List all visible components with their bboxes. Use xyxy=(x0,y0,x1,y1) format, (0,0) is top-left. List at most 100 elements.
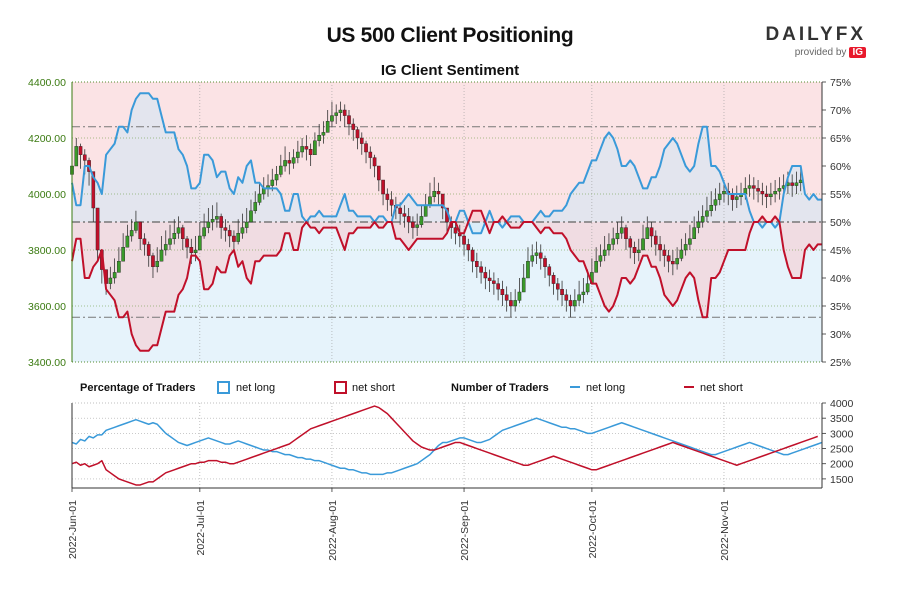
candle xyxy=(645,227,650,240)
date-tick-label: 2022-Oct-01 xyxy=(587,500,599,559)
candle xyxy=(163,244,168,251)
candle xyxy=(270,179,275,186)
candle xyxy=(769,193,773,197)
candle xyxy=(487,277,492,281)
candle xyxy=(764,193,769,197)
pct-tick-label: 35% xyxy=(830,301,851,313)
candle xyxy=(475,261,479,268)
candle xyxy=(206,221,211,228)
candle xyxy=(257,193,262,203)
candle xyxy=(773,190,777,195)
candle xyxy=(436,190,441,195)
candle xyxy=(283,160,287,167)
count-tick-label: 2000 xyxy=(830,459,854,471)
candle xyxy=(338,109,343,113)
candle xyxy=(117,261,121,273)
candle xyxy=(112,272,117,279)
candle xyxy=(300,146,304,153)
candle xyxy=(713,199,718,206)
candle xyxy=(432,190,437,197)
date-tick-label: 2022-Aug-01 xyxy=(327,500,339,561)
pct-tick-label: 65% xyxy=(830,133,851,145)
candle xyxy=(364,143,368,153)
pct-tick-label: 60% xyxy=(830,161,851,173)
candle xyxy=(398,207,402,214)
price-tick-label: 3600.00 xyxy=(28,301,66,313)
legend-pct-short-swatch xyxy=(334,381,347,394)
candle xyxy=(602,249,607,256)
legend-pct-long-label: net long xyxy=(236,382,275,394)
candle xyxy=(717,193,722,200)
candle xyxy=(526,261,530,279)
candle xyxy=(534,252,539,256)
candle xyxy=(564,294,569,301)
candle xyxy=(577,294,581,301)
candle xyxy=(649,227,654,237)
candle xyxy=(440,193,445,209)
percentage-lines xyxy=(71,92,823,486)
candle xyxy=(223,227,228,231)
candle xyxy=(555,283,560,290)
candle xyxy=(504,294,509,301)
candle xyxy=(428,196,432,206)
candle xyxy=(91,171,96,209)
candle xyxy=(752,185,756,189)
candle xyxy=(419,216,424,225)
chart-subtitle: IG Client Sentiment xyxy=(380,62,520,79)
candle xyxy=(496,283,500,290)
candle xyxy=(500,289,505,296)
candle xyxy=(240,227,245,234)
candle xyxy=(641,238,645,251)
candle xyxy=(151,255,155,268)
candle xyxy=(304,146,309,150)
candle xyxy=(95,207,100,251)
candle xyxy=(521,277,526,293)
candle xyxy=(598,255,603,262)
candle xyxy=(794,182,799,186)
candle xyxy=(624,227,628,240)
count-tick-label: 1500 xyxy=(830,474,854,486)
candle xyxy=(585,283,590,293)
candle xyxy=(722,190,726,195)
pct-tick-label: 25% xyxy=(830,357,851,369)
candle xyxy=(594,261,598,273)
candle xyxy=(210,218,215,223)
candle xyxy=(236,232,240,242)
candle xyxy=(180,227,185,240)
candle xyxy=(274,174,279,181)
count-net-short-line xyxy=(71,405,818,486)
candle xyxy=(470,249,475,262)
candle xyxy=(658,244,662,251)
pct-tick-label: 55% xyxy=(830,189,851,201)
candle xyxy=(543,258,547,267)
candle xyxy=(411,221,415,228)
count-tick-label: 3000 xyxy=(830,428,854,440)
candle xyxy=(308,148,313,155)
candle xyxy=(415,224,419,228)
candle xyxy=(705,210,709,217)
candle xyxy=(138,221,142,239)
candle xyxy=(402,213,407,217)
pct-tick-label: 75% xyxy=(830,77,851,89)
candle xyxy=(615,232,620,239)
candle xyxy=(172,232,177,239)
candle xyxy=(734,196,739,200)
candle xyxy=(798,179,803,183)
candle xyxy=(671,261,675,265)
candle xyxy=(351,123,356,130)
candle xyxy=(756,188,760,192)
candle xyxy=(219,216,223,228)
candle xyxy=(121,246,125,262)
candle xyxy=(654,235,658,245)
candle xyxy=(377,165,381,181)
brand-provider: provided by IG xyxy=(765,47,866,58)
candle xyxy=(108,277,113,284)
candle xyxy=(202,227,206,237)
price-tick-label: 4000.00 xyxy=(28,189,66,201)
candle xyxy=(483,272,488,279)
candle xyxy=(513,300,517,307)
pct-tick-label: 70% xyxy=(830,105,851,117)
price-tick-label: 3800.00 xyxy=(28,245,66,257)
candle xyxy=(287,160,292,164)
candle xyxy=(538,252,543,259)
